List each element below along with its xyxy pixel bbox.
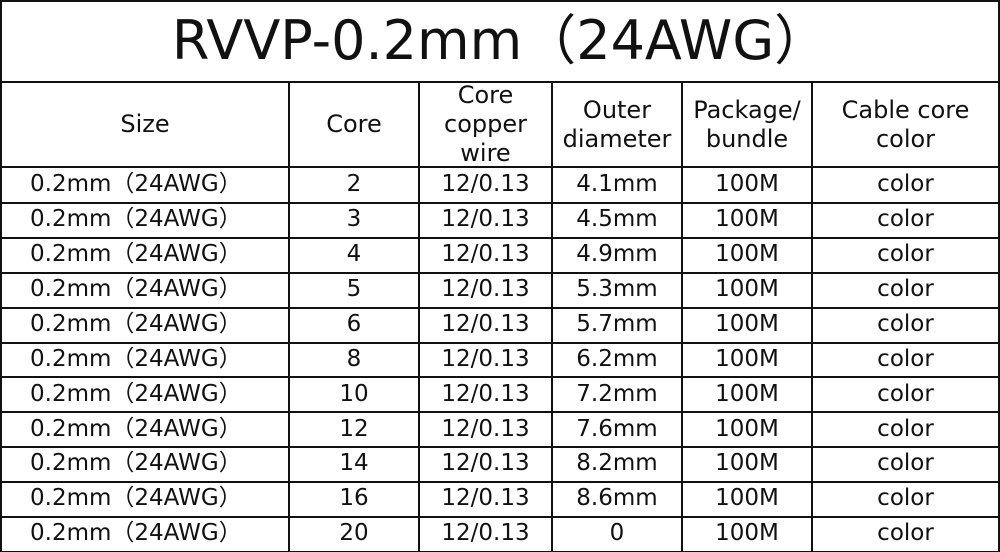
table-cell: 10 [290, 377, 420, 414]
header-cell: Package/ bundle [683, 83, 813, 168]
table-cell: 5 [290, 272, 420, 309]
table-cell: 12/0.13 [420, 447, 553, 484]
table-cell: 0.2mm（24AWG） [0, 447, 290, 484]
table-cell: color [813, 377, 1000, 414]
table-cell: 7.6mm [553, 412, 683, 449]
table-cell: 4.1mm [553, 168, 683, 204]
table-cell: 12/0.13 [420, 168, 553, 204]
table-cell: 20 [290, 517, 420, 552]
table-cell: color [813, 168, 1000, 204]
table-cell: 100M [683, 272, 813, 309]
table-cell: 8 [290, 342, 420, 379]
table-cell: 8.6mm [553, 482, 683, 519]
table-cell: color [813, 237, 1000, 274]
table-cell: 0.2mm（24AWG） [0, 237, 290, 274]
table-cell: 0.2mm（24AWG） [0, 342, 290, 379]
table-cell: 0.2mm（24AWG） [0, 272, 290, 309]
table-cell: color [813, 272, 1000, 309]
table-cell: 7.2mm [553, 377, 683, 414]
table-cell: color [813, 517, 1000, 552]
table-cell: 12/0.13 [420, 202, 553, 239]
table-cell: 0.2mm（24AWG） [0, 202, 290, 239]
table-cell: color [813, 342, 1000, 379]
table-cell: 8.2mm [553, 447, 683, 484]
table-cell: 100M [683, 202, 813, 239]
table-cell: 12/0.13 [420, 307, 553, 344]
table-cell: 0 [553, 517, 683, 552]
table-cell: color [813, 202, 1000, 239]
table-cell: 100M [683, 377, 813, 414]
header-cell: Size [0, 83, 290, 168]
table-cell: 0.2mm（24AWG） [0, 482, 290, 519]
table-cell: 0.2mm（24AWG） [0, 377, 290, 414]
table-cell: 12/0.13 [420, 517, 553, 552]
table-cell: 100M [683, 168, 813, 204]
table-cell: 6 [290, 307, 420, 344]
table-cell: 12/0.13 [420, 272, 553, 309]
table-cell: color [813, 447, 1000, 484]
table-cell: 100M [683, 482, 813, 519]
table-cell: 0.2mm（24AWG） [0, 168, 290, 204]
table-cell: 12/0.13 [420, 342, 553, 379]
table-cell: 5.7mm [553, 307, 683, 344]
table-cell: 6.2mm [553, 342, 683, 379]
table-cell: 100M [683, 517, 813, 552]
table-cell: 5.3mm [553, 272, 683, 309]
table-cell: 0.2mm（24AWG） [0, 307, 290, 344]
table-cell: 4 [290, 237, 420, 274]
table-cell: 12/0.13 [420, 377, 553, 414]
table-cell: 12/0.13 [420, 482, 553, 519]
table-cell: 100M [683, 342, 813, 379]
table-cell: 100M [683, 237, 813, 274]
table-title: RVVP-0.2mm（24AWG） [0, 0, 1000, 83]
header-cell: Cable core color [813, 83, 1000, 168]
table-cell: 12/0.13 [420, 237, 553, 274]
table-cell: color [813, 482, 1000, 519]
table-cell: 4.9mm [553, 237, 683, 274]
table-cell: 12 [290, 412, 420, 449]
header-cell: Outer diameter [553, 83, 683, 168]
table-cell: color [813, 307, 1000, 344]
table-cell: 2 [290, 168, 420, 204]
table-cell: 4.5mm [553, 202, 683, 239]
table-cell: 0.2mm（24AWG） [0, 517, 290, 552]
header-cell: Core [290, 83, 420, 168]
table-cell: 14 [290, 447, 420, 484]
header-cell: Core copper wire [420, 83, 553, 168]
table-cell: 3 [290, 202, 420, 239]
table-cell: color [813, 412, 1000, 449]
table-cell: 100M [683, 447, 813, 484]
table-cell: 100M [683, 307, 813, 344]
table-cell: 16 [290, 482, 420, 519]
table-cell: 0.2mm（24AWG） [0, 412, 290, 449]
table-cell: 100M [683, 412, 813, 449]
table-cell: 12/0.13 [420, 412, 553, 449]
